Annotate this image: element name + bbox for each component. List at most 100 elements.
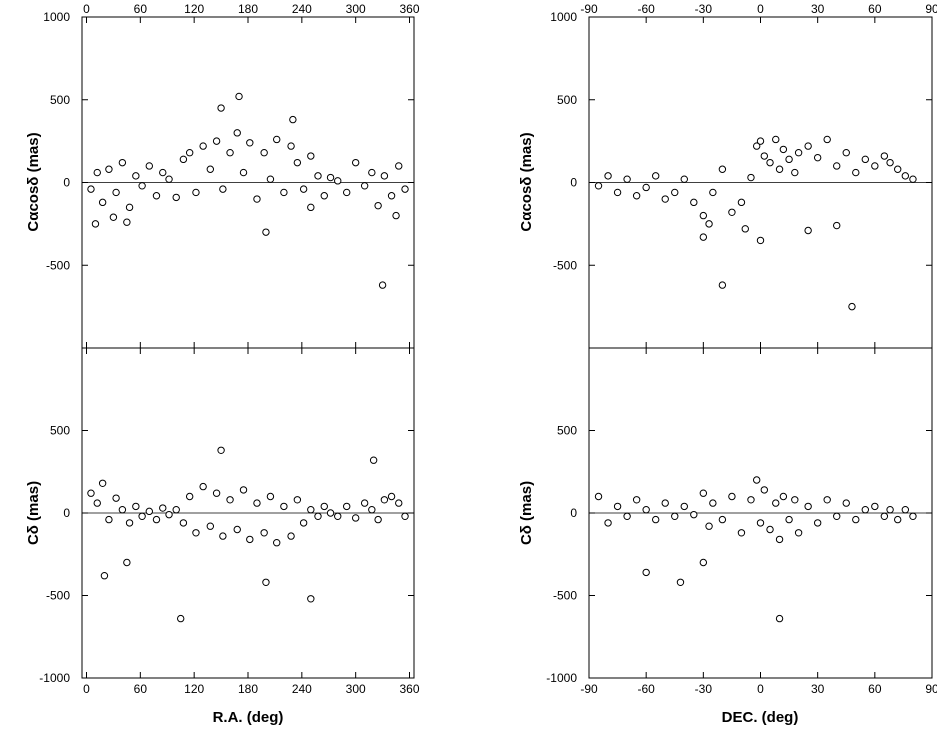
panel-top-right: Cαcosδ (mas) -90 -60 -30 0 30 60 90 -500 0 500 100… xyxy=(518,2,937,349)
data-point xyxy=(192,529,200,537)
data-point xyxy=(661,499,669,507)
data-point xyxy=(334,512,342,520)
data-point xyxy=(360,182,369,190)
data-point xyxy=(823,496,831,504)
data-point xyxy=(145,162,153,170)
x-tick-label: 360 xyxy=(399,2,419,16)
x-tick-label: -60 xyxy=(637,2,655,16)
data-point xyxy=(226,149,234,157)
data-point xyxy=(909,512,917,520)
data-point xyxy=(172,193,180,202)
data-point xyxy=(219,185,227,193)
y-tick-label: -500 xyxy=(553,589,577,603)
data-point xyxy=(823,135,831,144)
data-point xyxy=(848,302,856,311)
data-point xyxy=(632,192,641,200)
y-tick-label: 500 xyxy=(50,424,70,438)
x-tick-label: 90 xyxy=(925,2,937,16)
data-point xyxy=(632,496,641,504)
x-tick-label: 0 xyxy=(757,682,764,696)
y-tick-label: 0 xyxy=(63,176,70,190)
data-point xyxy=(360,499,369,507)
data-point xyxy=(671,188,679,197)
data-point xyxy=(785,155,793,164)
data-point xyxy=(779,145,788,154)
y-tick-label: 0 xyxy=(570,176,577,190)
data-point xyxy=(380,496,389,504)
data-point xyxy=(105,515,113,524)
x-tick-label: 240 xyxy=(292,2,312,16)
data-point xyxy=(378,281,387,289)
data-point xyxy=(273,135,281,144)
data-point xyxy=(680,175,688,183)
data-point xyxy=(326,173,335,182)
data-point xyxy=(775,535,784,544)
data-point xyxy=(705,220,713,228)
x-tick-label: 180 xyxy=(238,2,258,16)
data-point xyxy=(756,236,765,245)
data-point xyxy=(177,614,185,623)
data-point xyxy=(718,515,727,524)
x-tick-label: -30 xyxy=(695,682,713,696)
x-tick-label: 300 xyxy=(346,682,366,696)
y-tick-label: -1000 xyxy=(39,671,70,685)
data-point xyxy=(159,504,167,512)
data-point xyxy=(98,479,107,487)
x-tick-label: -90 xyxy=(580,2,598,16)
data-point xyxy=(217,104,225,112)
data-point xyxy=(852,168,860,177)
points xyxy=(594,476,917,623)
data-point xyxy=(138,512,146,520)
data-point xyxy=(766,525,774,534)
data-point xyxy=(747,496,755,504)
x-tick-label: 360 xyxy=(399,682,419,696)
data-point xyxy=(93,499,101,507)
data-point xyxy=(775,165,784,173)
data-point xyxy=(594,492,603,501)
data-point xyxy=(314,512,322,520)
data-point xyxy=(145,507,153,516)
x-tick-label: 90 xyxy=(925,682,937,696)
data-point xyxy=(623,175,631,183)
y-tick-label: -500 xyxy=(553,258,577,272)
panel-bottom-right: Cδ (mas) DEC. (deg) -90 -60 -30 0 30 60 90 -100… xyxy=(518,347,937,726)
data-point xyxy=(217,446,225,454)
data-point xyxy=(880,512,889,520)
data-point xyxy=(642,183,650,192)
data-point xyxy=(260,529,268,537)
data-point xyxy=(112,188,120,197)
data-point xyxy=(785,515,793,524)
data-point xyxy=(766,158,774,167)
data-point xyxy=(871,502,879,511)
y-axis-title: Cαcosδ (mas) xyxy=(518,132,535,231)
x-tick-label: 120 xyxy=(184,2,204,16)
x-tick-label: 300 xyxy=(346,2,366,16)
x-tick-label: 30 xyxy=(811,682,825,696)
data-point xyxy=(760,486,769,494)
data-point xyxy=(747,173,755,182)
panel-bottom-left: Cδ (mas) R.A. (deg) 0 60 120 180 240 300 360 -1… xyxy=(25,347,420,726)
x-tick-label: 60 xyxy=(134,2,148,16)
data-point xyxy=(293,158,302,167)
data-point xyxy=(642,506,650,514)
data-point xyxy=(192,188,200,197)
data-point xyxy=(690,198,698,207)
data-point xyxy=(273,539,281,547)
data-point xyxy=(794,529,803,537)
data-point xyxy=(374,515,382,524)
data-point xyxy=(262,228,270,236)
x-tick-label: 0 xyxy=(757,2,764,16)
data-point xyxy=(901,172,910,180)
data-point xyxy=(604,519,612,527)
data-point xyxy=(728,492,736,501)
data-point xyxy=(112,494,120,502)
data-point xyxy=(699,489,708,497)
data-point xyxy=(604,172,612,180)
data-point xyxy=(791,496,799,504)
data-point xyxy=(852,515,860,524)
x-tick-label: 60 xyxy=(134,682,148,696)
data-point xyxy=(179,155,188,164)
y-tick-label: 0 xyxy=(570,506,577,520)
data-point xyxy=(709,499,717,507)
data-point xyxy=(395,499,403,507)
